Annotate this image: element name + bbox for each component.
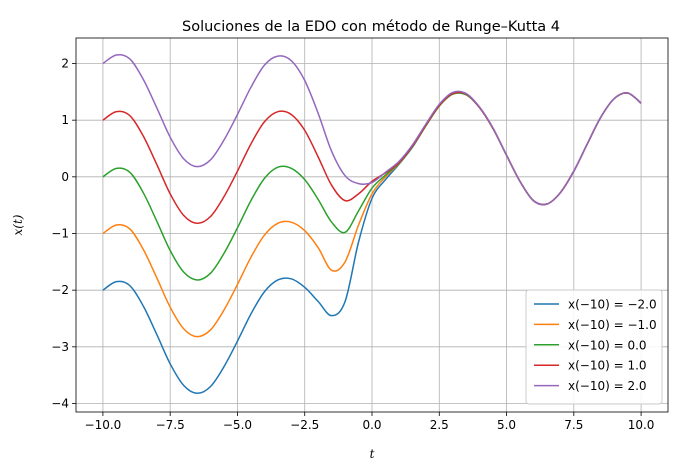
x-tick-label: −2.5 bbox=[290, 418, 319, 432]
x-tick-label: 2.5 bbox=[430, 418, 449, 432]
y-tick-label: −1 bbox=[51, 227, 69, 241]
series-layer bbox=[102, 53, 642, 395]
x-tick-label: −10.0 bbox=[85, 418, 122, 432]
y-tick-label: 0 bbox=[61, 170, 69, 184]
x-tick-label: 5.0 bbox=[497, 418, 516, 432]
x-tick-label: 0.0 bbox=[362, 418, 381, 432]
legend-label: x(−10) = −1.0 bbox=[568, 318, 657, 332]
y-axis: −4 −3 −2 −1 0 1 2 bbox=[51, 57, 76, 411]
x-tick-label: 10.0 bbox=[628, 418, 655, 432]
x-axis-label: t bbox=[370, 447, 375, 461]
x-tick-label: −7.5 bbox=[156, 418, 185, 432]
x-tick-label: 7.5 bbox=[564, 418, 583, 432]
chart-title: Soluciones de la EDO con método de Runge… bbox=[182, 19, 560, 35]
y-axis-label: x(t) bbox=[11, 214, 25, 235]
y-tick-label: −3 bbox=[51, 340, 69, 354]
y-tick-label: 2 bbox=[61, 57, 69, 71]
legend-box bbox=[525, 289, 663, 405]
legend-label: x(−10) = 0.0 bbox=[568, 338, 647, 352]
legend-label: x(−10) = 1.0 bbox=[568, 359, 647, 373]
series-line-5 bbox=[102, 53, 642, 206]
y-tick-label: −4 bbox=[51, 397, 69, 411]
legend: x(−10) = −2.0 x(−10) = −1.0 x(−10) = 0.0 x(… bbox=[525, 289, 663, 405]
y-tick-label: 1 bbox=[61, 113, 69, 127]
x-axis: −10.0 −7.5 −5.0 −2.5 0.0 2.5 5.0 7.5 10.0 bbox=[85, 412, 655, 432]
grid bbox=[76, 38, 668, 412]
legend-label: x(−10) = 2.0 bbox=[568, 379, 647, 393]
x-tick-label: −5.0 bbox=[223, 418, 252, 432]
y-tick-label: −2 bbox=[51, 283, 69, 297]
legend-label: x(−10) = −2.0 bbox=[568, 298, 657, 312]
